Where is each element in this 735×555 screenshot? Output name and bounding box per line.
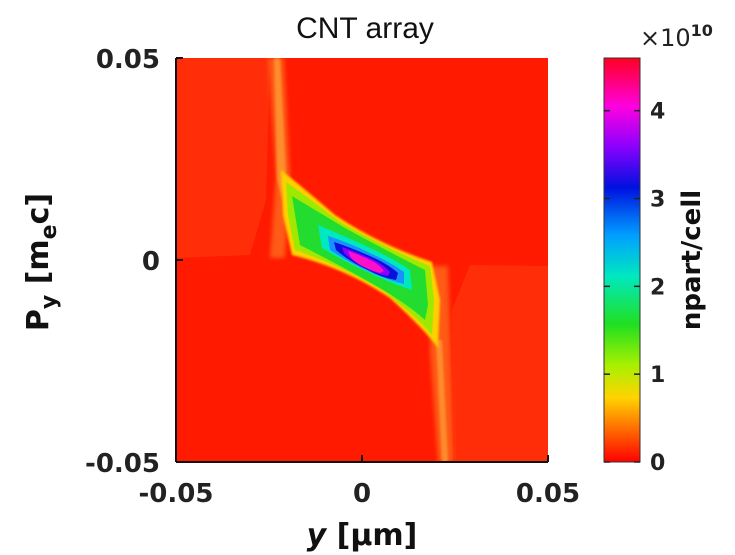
x-tick-label: 0 — [353, 479, 371, 509]
tick-marks — [175, 57, 549, 463]
colorbar-tick-label: 0 — [650, 451, 665, 476]
colorbar-exponent-power: 10 — [691, 21, 713, 40]
colorbar-ticks: 4 3 2 1 0 — [604, 100, 665, 476]
colorbar-tick-label: 4 — [650, 100, 665, 125]
y-axis-label-unit-sub: e — [37, 224, 62, 239]
colorbar-border — [603, 57, 641, 463]
x-axis-label-var: y — [307, 518, 328, 553]
x-tick-label: 0.05 — [516, 479, 580, 509]
y-axis-label: Py [mec] — [21, 193, 62, 331]
colorbar-exponent-prefix: ×10 — [640, 24, 691, 52]
x-axis-label: y [μm] — [307, 518, 418, 553]
band-core-right — [436, 340, 448, 462]
y-tick-label: 0 — [142, 247, 160, 277]
y-axis-label-var: P — [21, 309, 56, 331]
heatmap-region-upper-left — [176, 58, 270, 258]
chart-title: CNT array — [296, 12, 434, 45]
y-tick-label: 0.05 — [96, 45, 160, 75]
y-axis-label-unit-post: c] — [21, 193, 56, 225]
x-tick-label: -0.05 — [139, 479, 214, 509]
colorbar-exponent: ×1010 — [640, 21, 713, 52]
colorbar — [604, 58, 640, 462]
x-axis-label-unit: [μm] — [326, 518, 417, 553]
y-axis-label-sub: y — [37, 295, 62, 309]
band-core-left — [274, 58, 286, 200]
y-tick-label: -0.05 — [85, 449, 160, 479]
heatmap-area — [176, 58, 548, 462]
distribution-peak — [348, 251, 384, 273]
colorbar-label: npart/cell — [677, 190, 707, 330]
colorbar-tick-label: 3 — [650, 188, 665, 213]
heatmap-region-lower-right — [452, 265, 548, 462]
y-axis-label-unit: [m — [21, 239, 56, 294]
colorbar-tick-label: 1 — [650, 363, 665, 388]
colorbar-tick-label: 2 — [650, 275, 665, 300]
